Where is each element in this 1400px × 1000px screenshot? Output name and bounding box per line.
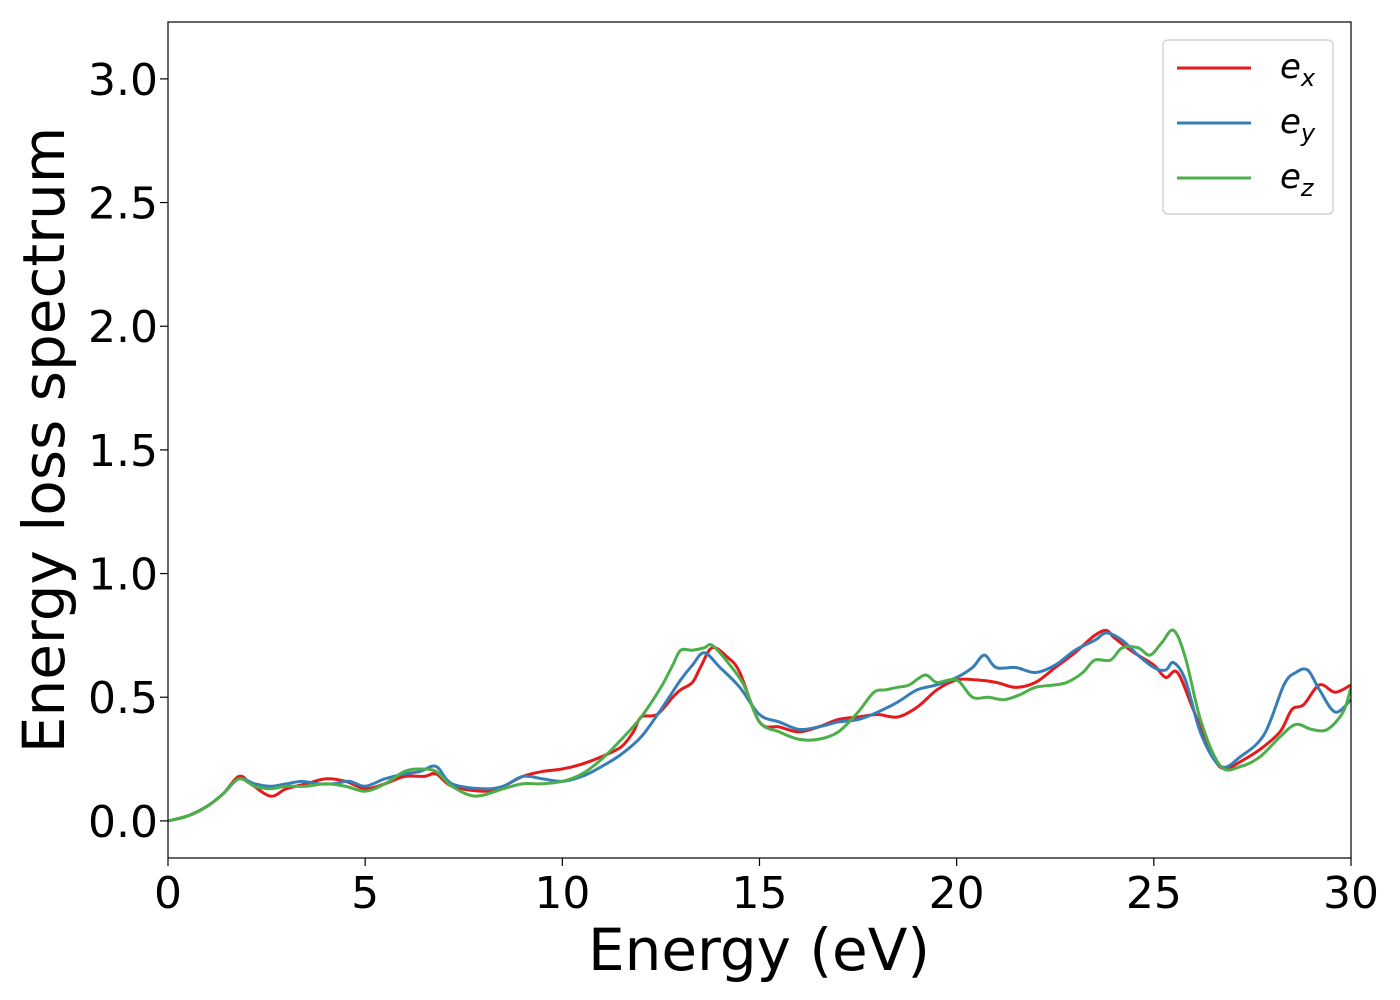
y-tick-label: 1.5 (88, 426, 158, 477)
series-line-y (168, 631, 1351, 823)
series-line-z (168, 628, 1351, 823)
y-tick-label: 1.0 (88, 550, 158, 601)
y-tick-label: 0.5 (88, 673, 158, 724)
y-axis-title: Energy loss spectrum (10, 127, 78, 753)
x-axis: 0 5 10 15 20 25 30 (154, 858, 1379, 919)
x-tick-label: 30 (1323, 868, 1379, 919)
legend-box (1162, 39, 1334, 215)
y-tick-label: 2.5 (88, 179, 158, 230)
y-tick-label: 0.0 (88, 797, 158, 848)
x-tick-label: 10 (534, 868, 590, 919)
x-tick-label: 20 (929, 868, 985, 919)
y-tick-label: 3.0 (88, 55, 158, 106)
x-axis-title: Energy (eV) (588, 916, 930, 984)
legend-label-y: ey (1280, 102, 1316, 147)
legend: ex ey ez (1162, 39, 1334, 215)
x-tick-label: 0 (154, 868, 182, 919)
x-tick-label: 5 (351, 868, 379, 919)
x-tick-label: 15 (732, 868, 788, 919)
y-axis: 0.0 0.5 1.0 1.5 2.0 2.5 3.0 (88, 55, 168, 848)
series-lines (168, 628, 1351, 823)
y-tick-label: 2.0 (88, 302, 158, 353)
x-tick-label: 25 (1126, 868, 1182, 919)
legend-label-x: ex (1280, 47, 1316, 92)
legend-label-z: ez (1280, 157, 1315, 202)
